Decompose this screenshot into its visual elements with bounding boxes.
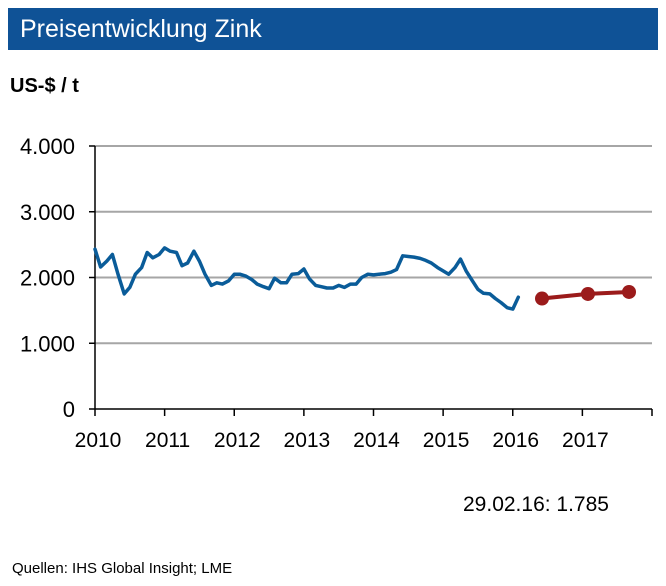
forecast-point bbox=[534, 291, 549, 306]
x-tick-label: 2015 bbox=[423, 429, 470, 452]
x-tick-label: 2017 bbox=[562, 429, 609, 452]
y-tick-label: 4.000 bbox=[20, 134, 75, 159]
x-tick-label: 2010 bbox=[75, 429, 122, 452]
y-tick-label: 2.000 bbox=[20, 266, 75, 291]
y-tick-label: 3.000 bbox=[20, 200, 75, 225]
y-tick-label: 0 bbox=[63, 397, 75, 422]
y-tick-label: 1.000 bbox=[20, 331, 75, 356]
latest-price-note: 29.02.16: 1.785 bbox=[463, 493, 609, 516]
title-bar: Preisentwicklung Zink bbox=[8, 8, 658, 50]
chart-title: Preisentwicklung Zink bbox=[20, 15, 262, 43]
x-tick-label: 2013 bbox=[284, 429, 331, 452]
x-tick-label: 2012 bbox=[214, 429, 261, 452]
x-tick-label: 2014 bbox=[353, 429, 400, 452]
source-note: Quellen: IHS Global Insight; LME bbox=[12, 560, 233, 577]
history-series-line bbox=[93, 246, 521, 311]
x-tick-label: 2016 bbox=[492, 429, 539, 452]
x-tick-label: 2011 bbox=[145, 429, 190, 452]
unit-label: US-$ / t bbox=[10, 75, 79, 97]
forecast-point bbox=[580, 286, 595, 301]
forecast-point bbox=[622, 284, 637, 299]
